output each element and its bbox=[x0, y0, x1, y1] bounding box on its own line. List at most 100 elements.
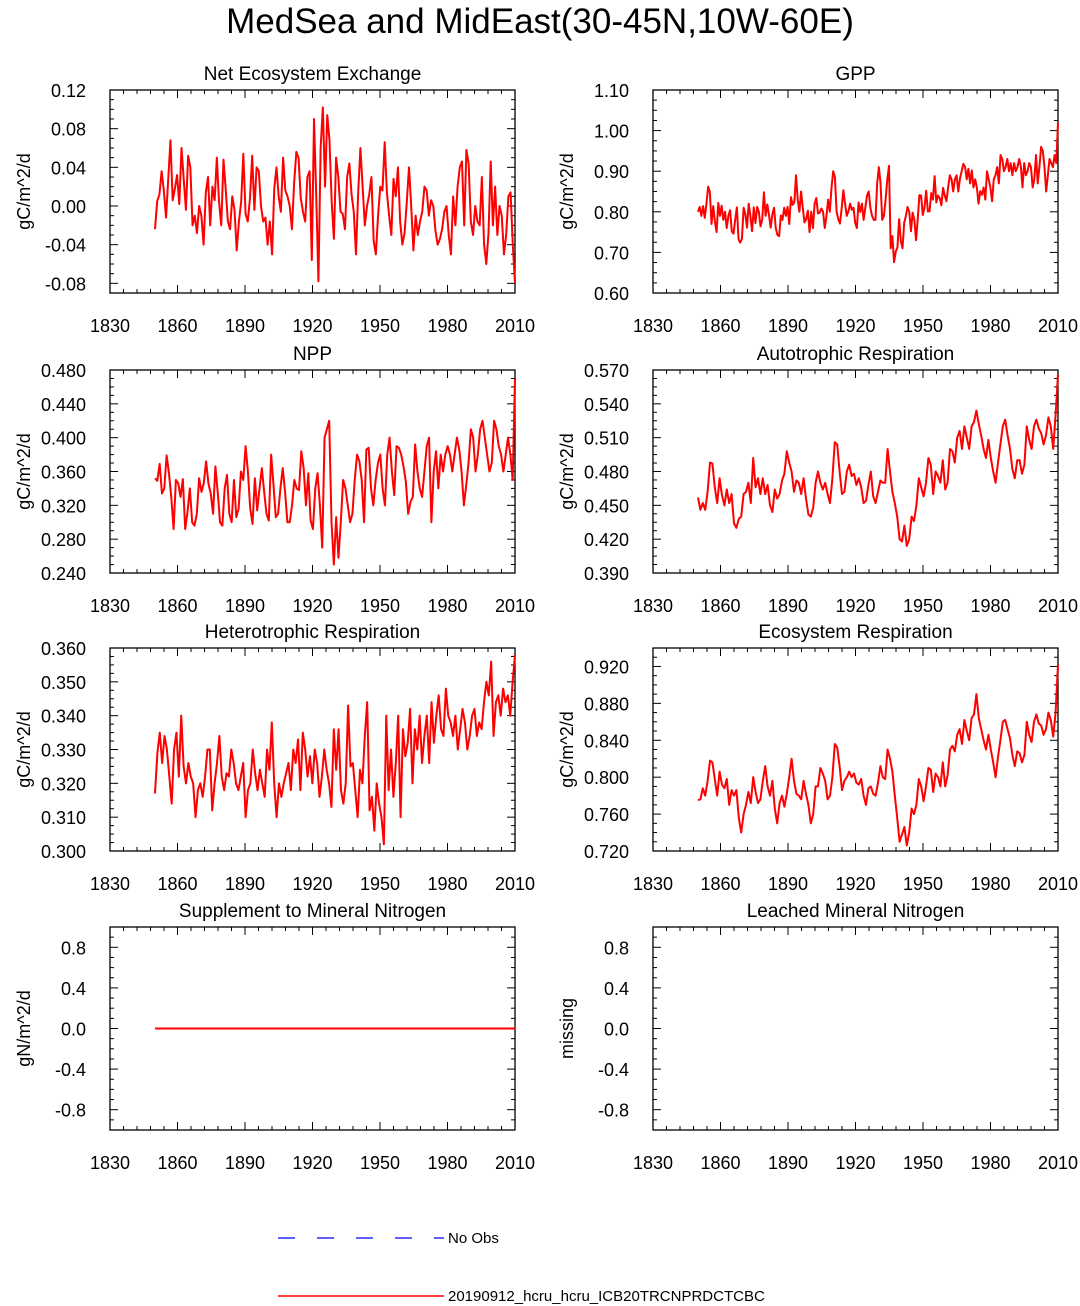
plot-frame bbox=[652, 647, 1059, 852]
legend-obs-label: No Obs bbox=[448, 1230, 499, 1247]
y-tick-label: 0.400 bbox=[41, 429, 86, 449]
series-line bbox=[697, 374, 1059, 547]
panel-5: Heterotrophic Respiration gC/m^2/d 1830 186… bbox=[14, 622, 535, 894]
y-tick-label: 0.4 bbox=[61, 979, 86, 999]
x-tick-label: 1920 bbox=[292, 316, 332, 336]
y-axis-label: gC/m^2/d bbox=[14, 153, 34, 229]
panel-title: Leached Mineral Nitrogen bbox=[747, 901, 965, 922]
x-tick-label: 1980 bbox=[970, 316, 1010, 336]
y-tick-label: 0.70 bbox=[594, 243, 629, 263]
x-tick-label: 1980 bbox=[427, 316, 467, 336]
x-tick-label: 1950 bbox=[903, 1153, 943, 1173]
x-tick-label: 1980 bbox=[427, 1153, 467, 1173]
x-tick-label: 1890 bbox=[768, 316, 808, 336]
x-tick-label: 1920 bbox=[292, 874, 332, 894]
y-tick-label: 0.450 bbox=[584, 496, 629, 516]
x-tick-label: 1860 bbox=[700, 1153, 740, 1173]
y-tick-label: 0.920 bbox=[584, 657, 629, 677]
y-tick-label: 1.10 bbox=[594, 81, 629, 101]
x-tick-label: 2010 bbox=[1038, 316, 1078, 336]
x-tick-label: 1860 bbox=[157, 1153, 197, 1173]
panel-title: Net Ecosystem Exchange bbox=[204, 64, 422, 85]
y-tick-label: 0.320 bbox=[41, 774, 86, 794]
y-tick-label: 0.0 bbox=[604, 1020, 629, 1040]
x-tick-label: 2010 bbox=[495, 874, 535, 894]
y-axis-label: gC/m^2/d bbox=[557, 433, 577, 509]
y-tick-label: 0.840 bbox=[584, 731, 629, 751]
y-axis-label: gC/m^2/d bbox=[14, 433, 34, 509]
y-tick-label: -0.4 bbox=[598, 1060, 629, 1080]
x-tick-label: 1920 bbox=[835, 316, 875, 336]
y-tick-label: 0.800 bbox=[584, 768, 629, 788]
x-tick-label: 1860 bbox=[157, 596, 197, 616]
series-line bbox=[697, 664, 1059, 847]
panel-1: Net Ecosystem Exchange gC/m^2/d 1830 1860 18… bbox=[14, 64, 535, 336]
x-tick-label: 1890 bbox=[225, 316, 265, 336]
x-tick-label: 1830 bbox=[633, 316, 673, 336]
y-tick-label: -0.8 bbox=[598, 1101, 629, 1121]
y-tick-label: 0.300 bbox=[41, 842, 86, 862]
plot-frame bbox=[109, 647, 516, 852]
x-tick-label: 1890 bbox=[225, 596, 265, 616]
x-tick-label: 1890 bbox=[768, 596, 808, 616]
y-tick-label: -0.8 bbox=[55, 1101, 86, 1121]
y-tick-label: 0.8 bbox=[61, 938, 86, 958]
y-axis-label: gC/m^2/d bbox=[557, 711, 577, 787]
y-tick-label: 0.08 bbox=[51, 120, 86, 140]
y-tick-label: 0.360 bbox=[41, 639, 86, 659]
plot-frame bbox=[652, 89, 1059, 294]
panel-6: Ecosystem Respiration gC/m^2/d 1830 1860 189… bbox=[557, 622, 1078, 894]
y-tick-label: 0.90 bbox=[594, 162, 629, 182]
figure-title: MedSea and MidEast(30-45N,10W-60E) bbox=[226, 2, 854, 41]
y-tick-label: 0.540 bbox=[584, 395, 629, 415]
x-tick-label: 1890 bbox=[768, 874, 808, 894]
x-tick-label: 1920 bbox=[292, 1153, 332, 1173]
x-tick-label: 1980 bbox=[970, 874, 1010, 894]
legend: No Obs 20190912_hcru_hcru_ICB20TRCNPRDCT… bbox=[278, 1230, 765, 1305]
x-tick-label: 1830 bbox=[90, 874, 130, 894]
x-tick-label: 1950 bbox=[360, 1153, 400, 1173]
x-tick-label: 1830 bbox=[90, 316, 130, 336]
x-tick-label: 1950 bbox=[903, 316, 943, 336]
panel-8: Leached Mineral Nitrogen missing 1830 1860 1… bbox=[557, 901, 1078, 1173]
y-tick-label: 0.310 bbox=[41, 808, 86, 828]
x-tick-label: 1920 bbox=[292, 596, 332, 616]
y-tick-label: -0.04 bbox=[45, 236, 86, 256]
panel-title: NPP bbox=[293, 344, 332, 365]
series-line bbox=[154, 654, 516, 846]
y-tick-label: 0.8 bbox=[604, 938, 629, 958]
x-tick-label: 1830 bbox=[633, 596, 673, 616]
y-tick-label: 0.04 bbox=[51, 158, 86, 178]
x-tick-label: 1920 bbox=[835, 1153, 875, 1173]
x-tick-label: 1890 bbox=[768, 1153, 808, 1173]
legend-model-label: 20190912_hcru_hcru_ICB20TRCNPRDCTCBC bbox=[448, 1288, 765, 1305]
y-axis-label: gC/m^2/d bbox=[14, 711, 34, 787]
x-tick-label: 1830 bbox=[633, 1153, 673, 1173]
panel-title: Supplement to Mineral Nitrogen bbox=[179, 901, 446, 922]
y-tick-label: 0.420 bbox=[584, 530, 629, 550]
y-tick-label: 0.360 bbox=[41, 463, 86, 483]
x-tick-label: 1950 bbox=[903, 874, 943, 894]
y-tick-label: 0.510 bbox=[584, 429, 629, 449]
y-tick-label: 0.350 bbox=[41, 673, 86, 693]
x-tick-label: 1860 bbox=[157, 874, 197, 894]
plot-frame bbox=[109, 369, 516, 574]
x-tick-label: 1920 bbox=[835, 596, 875, 616]
x-tick-label: 1980 bbox=[427, 596, 467, 616]
y-tick-label: -0.4 bbox=[55, 1060, 86, 1080]
y-tick-label: 0.320 bbox=[41, 496, 86, 516]
x-tick-label: 1890 bbox=[225, 874, 265, 894]
y-tick-label: 0.340 bbox=[41, 707, 86, 727]
x-tick-label: 1860 bbox=[700, 596, 740, 616]
y-tick-label: 0.330 bbox=[41, 741, 86, 761]
series-line bbox=[154, 378, 516, 566]
y-tick-label: 0.280 bbox=[41, 530, 86, 550]
y-axis-label: gN/m^2/d bbox=[14, 990, 34, 1066]
panel-2: GPP gC/m^2/d 1830 1860 1890 1920 1950 1980 2010 0… bbox=[557, 64, 1078, 336]
x-tick-label: 1950 bbox=[903, 596, 943, 616]
panel-title: Autotrophic Respiration bbox=[757, 344, 955, 365]
x-tick-label: 1830 bbox=[90, 1153, 130, 1173]
x-tick-label: 1980 bbox=[970, 1153, 1010, 1173]
x-tick-label: 2010 bbox=[495, 1153, 535, 1173]
